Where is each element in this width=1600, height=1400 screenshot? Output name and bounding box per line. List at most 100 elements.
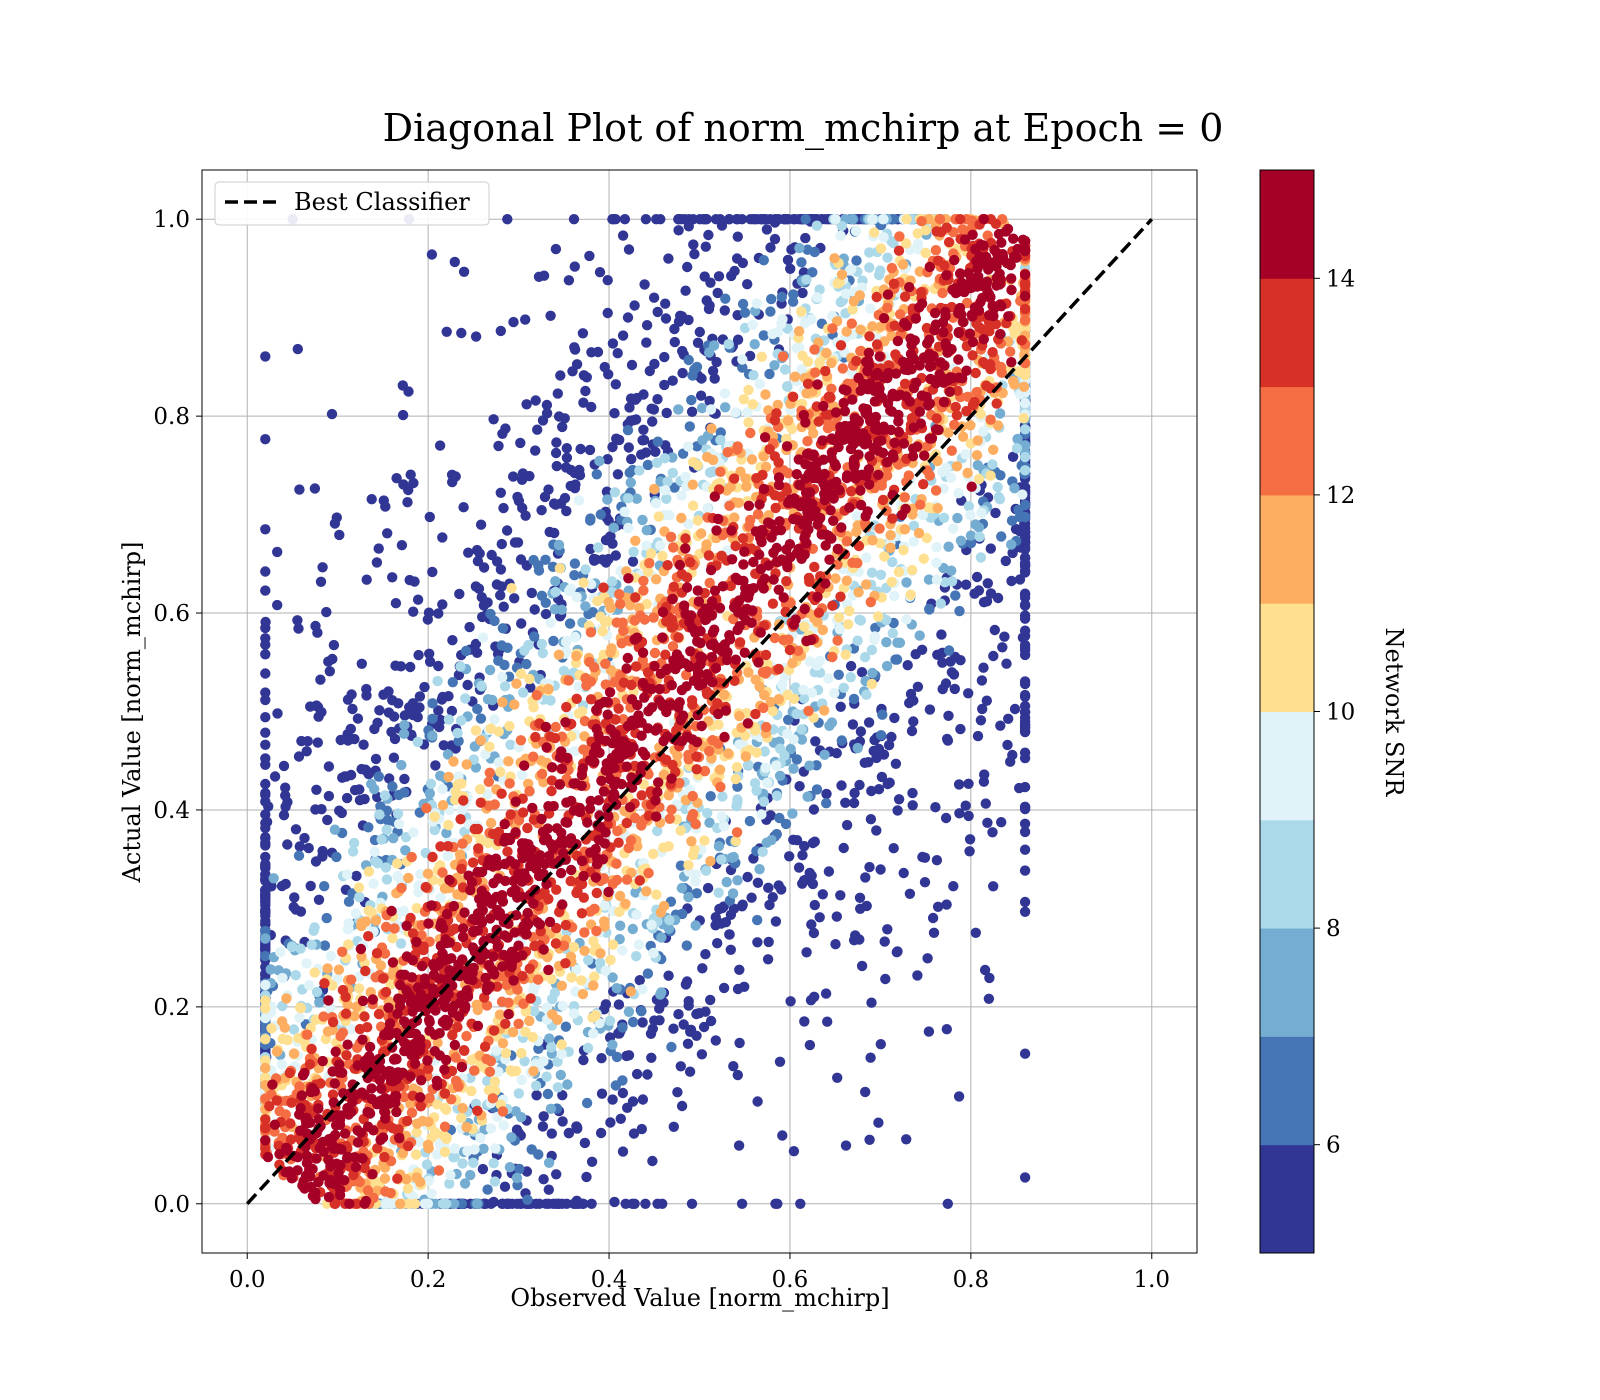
scatter-point <box>747 319 758 330</box>
scatter-point <box>1019 716 1031 727</box>
scatter-point <box>827 651 838 663</box>
chart-title: Diagonal Plot of norm_mchirp at Epoch = … <box>383 106 1224 151</box>
scatter-point <box>380 1186 391 1197</box>
scatter-point <box>615 598 626 610</box>
scatter-point <box>359 1011 370 1022</box>
scatter-point <box>415 869 426 880</box>
scatter-points <box>260 214 1031 1210</box>
scatter-point <box>506 1132 517 1143</box>
scatter-point <box>776 318 787 329</box>
scatter-point <box>412 1118 423 1129</box>
scatter-point <box>733 497 744 508</box>
scatter-point <box>867 214 878 225</box>
scatter-point <box>455 715 467 726</box>
scatter-point <box>277 1132 288 1144</box>
scatter-point <box>740 751 752 762</box>
scatter-point <box>782 415 794 426</box>
scatter-point <box>664 914 675 926</box>
scatter-point <box>449 794 461 806</box>
scatter-point <box>600 658 611 669</box>
scatter-point <box>370 915 382 926</box>
scatter-point <box>949 683 960 695</box>
scatter-point <box>732 797 743 808</box>
scatter-point <box>607 538 618 549</box>
scatter-point <box>408 606 419 617</box>
scatter-point <box>333 964 345 975</box>
scatter-point <box>673 214 684 225</box>
scatter-point <box>327 1016 339 1028</box>
scatter-point <box>623 493 634 504</box>
scatter-point <box>560 636 572 648</box>
scatter-point <box>864 1134 875 1146</box>
scatter-point <box>886 576 897 588</box>
scatter-point <box>880 973 891 985</box>
scatter-point <box>803 705 814 717</box>
scatter-point <box>649 483 660 495</box>
scatter-point <box>306 1043 317 1055</box>
scatter-point <box>301 746 312 757</box>
scatter-point <box>802 791 813 802</box>
scatter-point <box>978 662 989 673</box>
scatter-point <box>638 434 650 446</box>
scatter-point <box>841 575 852 586</box>
scatter-point <box>810 736 821 747</box>
scatter-point <box>716 854 727 865</box>
scatter-point <box>498 601 509 612</box>
scatter-point <box>730 773 741 785</box>
scatter-point <box>628 1128 640 1139</box>
scatter-point <box>563 275 575 286</box>
scatter-point <box>260 933 271 944</box>
scatter-point <box>369 783 380 795</box>
scatter-point <box>260 925 271 937</box>
scatter-point <box>787 808 798 819</box>
scatter-point <box>552 1056 563 1068</box>
scatter-point <box>1017 632 1029 643</box>
scatter-point <box>758 451 769 462</box>
scatter-point <box>893 566 905 578</box>
scatter-point <box>899 378 911 389</box>
scatter-point <box>516 474 528 485</box>
scatter-point <box>381 824 392 835</box>
scatter-point <box>799 840 810 852</box>
scatter-point <box>450 1075 462 1087</box>
scatter-point <box>801 947 812 958</box>
scatter-point <box>413 649 424 661</box>
scatter-point <box>794 242 805 254</box>
scatter-point <box>629 300 640 311</box>
scatter-point <box>432 675 443 687</box>
scatter-point <box>717 791 728 802</box>
scatter-point <box>536 638 548 650</box>
scatter-point <box>734 1037 745 1049</box>
scatter-point <box>1019 700 1031 712</box>
scatter-point <box>1019 599 1031 610</box>
scatter-point <box>260 859 271 871</box>
scatter-point <box>315 674 326 685</box>
scatter-point <box>470 581 482 592</box>
scatter-point <box>704 577 715 589</box>
scatter-point <box>852 635 863 646</box>
scatter-point <box>901 214 912 225</box>
scatter-point <box>902 660 913 671</box>
scatter-point <box>957 431 969 442</box>
scatter-point <box>766 293 777 305</box>
scatter-point <box>813 607 825 618</box>
scatter-point <box>712 698 723 709</box>
scatter-point <box>881 614 892 626</box>
scatter-point <box>749 339 760 350</box>
scatter-point <box>531 1090 542 1101</box>
scatter-point <box>841 819 853 831</box>
scatter-point <box>497 697 508 708</box>
scatter-point <box>651 214 662 225</box>
scatter-point <box>515 735 527 746</box>
scatter-point <box>806 919 817 930</box>
scatter-point <box>424 656 436 667</box>
scatter-point <box>580 564 591 575</box>
scatter-point <box>710 1035 721 1046</box>
scatter-point <box>914 266 925 277</box>
scatter-point <box>552 1082 564 1093</box>
scatter-point <box>543 1184 554 1195</box>
scatter-point <box>464 621 475 633</box>
scatter-point <box>904 888 916 899</box>
scatter-point <box>697 435 708 446</box>
scatter-point <box>550 576 561 587</box>
